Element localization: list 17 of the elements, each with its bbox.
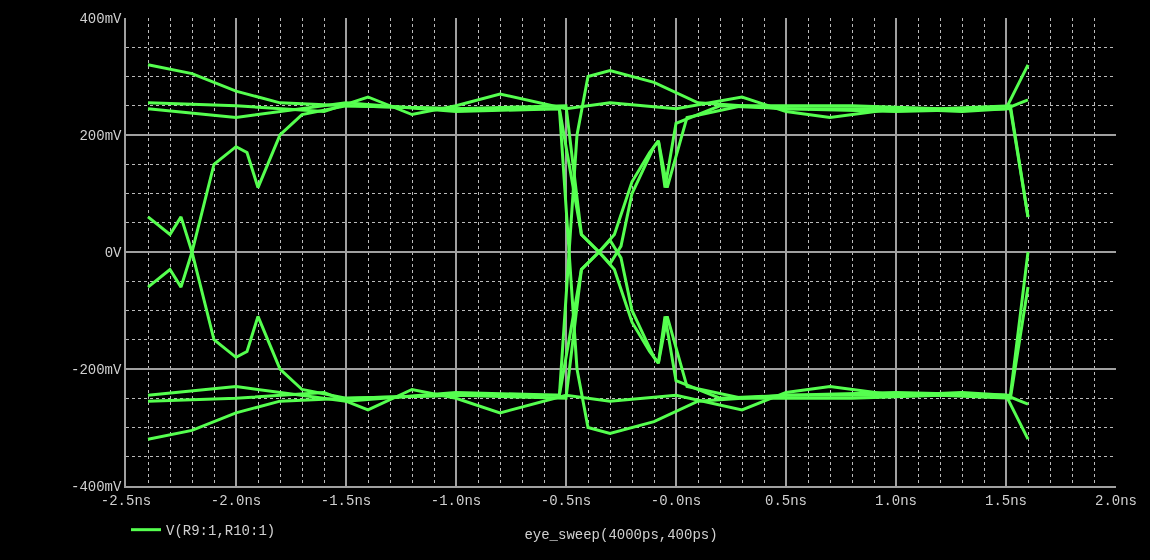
- legend-label: V(R9:1,R10:1): [166, 523, 276, 540]
- x-tick-label: 1.5ns: [984, 492, 1028, 509]
- y-tick-label: 200mV: [79, 127, 123, 144]
- y-tick-label: -200mV: [71, 361, 123, 378]
- y-tick-label: -400mV: [71, 478, 123, 495]
- x-tick-label: 1.0ns: [874, 492, 918, 509]
- x-tick-label: -0.5ns: [540, 492, 592, 509]
- x-tick-label: -2.0ns: [210, 492, 262, 509]
- x-axis-title: eye_sweep(4000ps,400ps): [524, 527, 718, 544]
- x-tick-label: -2.5ns: [100, 492, 152, 509]
- x-tick-label: -0.0ns: [650, 492, 702, 509]
- x-tick-label: -1.0ns: [430, 492, 482, 509]
- x-tick-label: -1.5ns: [320, 492, 372, 509]
- x-tick-label: 2.0ns: [1094, 492, 1138, 509]
- y-tick-label: 0V: [104, 244, 123, 261]
- y-tick-label: 400mV: [79, 10, 123, 27]
- x-tick-label: 0.5ns: [764, 492, 808, 509]
